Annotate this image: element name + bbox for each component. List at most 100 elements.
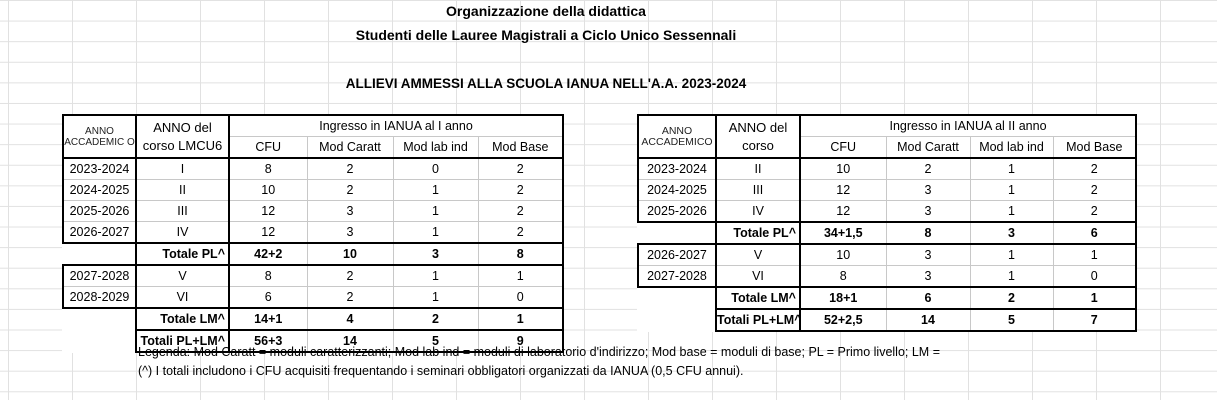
- table-row: 2026-2027 V 10 3 1 1: [637, 243, 1138, 266]
- caratt-cell: 2: [306, 286, 394, 309]
- caratt-cell: 2: [306, 264, 394, 287]
- cfu-cell: 6: [228, 286, 308, 309]
- table-row: 2027-2028 V 8 2 1 1: [62, 264, 564, 287]
- header-year: ANNO ACCADEMIC O: [62, 114, 137, 159]
- caratt-cell: 2: [306, 157, 394, 180]
- main-title: Organizzazione della didattica: [446, 3, 646, 19]
- total-label: Totale LM^: [715, 286, 801, 310]
- table-row: 2025-2026 IV 12 3 1 2: [637, 200, 1138, 223]
- table-row: 2025-2026 III 12 3 1 2: [62, 200, 564, 222]
- base-cell: 1: [477, 264, 564, 287]
- total-lm-row: Totale LM^ 14+1 4 2 1: [63, 307, 564, 331]
- col-lab: Mod lab ind: [392, 136, 479, 159]
- course-cell: IV: [715, 200, 801, 223]
- col-cfu: CFU: [799, 136, 887, 159]
- lab-cell: 1: [392, 286, 479, 309]
- header-group: Ingresso in IANUA al II anno: [798, 114, 1138, 137]
- table-row: 2024-2025 III 12 3 1 2: [637, 179, 1138, 201]
- base-cell: 0: [477, 286, 564, 309]
- total-cfu: 18+1: [799, 286, 887, 310]
- header-year: ANNO ACCADEMICO: [637, 114, 717, 159]
- year-cell: 2023-2024: [637, 157, 717, 180]
- total-all-row: Totali PL+LM^ 52+2,5 14 5 7: [638, 308, 1138, 332]
- total-lm-row: Totale LM^ 18+1 6 2 1: [638, 286, 1138, 310]
- caratt-cell: 2: [885, 157, 971, 180]
- total-label: Totale PL^: [715, 221, 801, 245]
- header-course: ANNO del corso: [715, 114, 801, 159]
- total-caratt: 14: [306, 329, 394, 353]
- total-caratt: 4: [306, 307, 394, 331]
- lab-cell: 0: [392, 157, 479, 180]
- table-row: 2027-2028 VI 8 3 1 0: [637, 265, 1138, 288]
- table-row: 2028-2029 VI 6 2 1 0: [62, 286, 564, 309]
- header-group: Ingresso in IANUA al I anno: [228, 114, 564, 137]
- year-cell: 2024-2025: [637, 179, 717, 201]
- base-cell: 2: [1052, 157, 1138, 180]
- cfu-cell: 12: [799, 200, 887, 223]
- total-lab: 5: [969, 308, 1054, 332]
- col-caratt: Mod Caratt: [885, 136, 971, 159]
- year-cell: 2027-2028: [637, 265, 717, 288]
- left-table: ANNO ACCADEMIC O ANNO del corso LMCU6 In…: [62, 114, 564, 353]
- base-cell: 2: [1052, 200, 1138, 223]
- total-label: Totale PL^: [135, 242, 230, 266]
- total-base: 9: [477, 329, 564, 353]
- section-title: ALLIEVI AMMESSI ALLA SCUOLA IANUA NELL'A…: [345, 76, 747, 91]
- course-cell: VI: [135, 286, 230, 309]
- total-label: Totali PL+LM^: [715, 308, 801, 332]
- year-cell: 2026-2027: [637, 243, 717, 266]
- total-base: 1: [477, 307, 564, 331]
- total-cfu: 34+1,5: [799, 221, 887, 245]
- total-pl-row: Totale PL^ 42+2 10 3 8: [63, 242, 564, 266]
- caratt-cell: 3: [885, 265, 971, 288]
- caratt-cell: 3: [306, 200, 394, 222]
- cfu-cell: 8: [228, 264, 308, 287]
- total-label: Totali PL+LM^: [135, 329, 230, 353]
- caratt-cell: 3: [885, 179, 971, 201]
- lab-cell: 1: [392, 179, 479, 201]
- lab-cell: 1: [969, 157, 1054, 180]
- total-lab: 2: [392, 307, 479, 331]
- total-lab: 3: [392, 242, 479, 266]
- col-base: Mod Base: [477, 136, 564, 159]
- year-cell: 2026-2027: [62, 221, 137, 244]
- year-cell: 2027-2028: [62, 264, 137, 287]
- base-cell: 2: [1052, 179, 1138, 201]
- course-cell: II: [715, 157, 801, 180]
- base-cell: 2: [477, 157, 564, 180]
- year-cell: 2025-2026: [62, 200, 137, 222]
- total-caratt: 14: [885, 308, 971, 332]
- col-cfu: CFU: [228, 136, 308, 159]
- right-table: ANNO ACCADEMICO ANNO del corso Ingresso …: [637, 114, 1138, 332]
- cfu-cell: 10: [799, 157, 887, 180]
- lab-cell: 1: [969, 265, 1054, 288]
- lab-cell: 1: [392, 264, 479, 287]
- course-cell: II: [135, 179, 230, 201]
- total-cfu: 52+2,5: [799, 308, 887, 332]
- total-pl-row: Totale PL^ 34+1,5 8 3 6: [638, 221, 1138, 245]
- lab-cell: 1: [392, 221, 479, 244]
- cfu-cell: 12: [228, 200, 308, 222]
- total-cfu: 56+3: [228, 329, 308, 353]
- total-base: 7: [1052, 308, 1138, 332]
- table-row: 2023-2024 II 10 2 1 2: [637, 157, 1138, 180]
- total-cfu: 42+2: [228, 242, 308, 266]
- total-lab: 2: [969, 286, 1054, 310]
- year-cell: 2025-2026: [637, 200, 717, 223]
- course-cell: III: [715, 179, 801, 201]
- total-caratt: 6: [885, 286, 971, 310]
- cfu-cell: 8: [228, 157, 308, 180]
- base-cell: 1: [1052, 243, 1138, 266]
- cfu-cell: 10: [799, 243, 887, 266]
- table-row: 2023-2024 I 8 2 0 2: [62, 157, 564, 180]
- legend-line-1: Legenda: Mod Caratt = moduli caratterizz…: [138, 345, 940, 359]
- year-cell: 2023-2024: [62, 157, 137, 180]
- total-all-row: Totali PL+LM^ 56+3 14 5 9: [63, 329, 564, 353]
- cfu-cell: 8: [799, 265, 887, 288]
- base-cell: 2: [477, 200, 564, 222]
- table-row: 2026-2027 IV 12 3 1 2: [62, 221, 564, 244]
- lab-cell: 1: [969, 243, 1054, 266]
- total-caratt: 8: [885, 221, 971, 245]
- year-cell: 2028-2029: [62, 286, 137, 309]
- sub-title: Studenti delle Lauree Magistrali a Ciclo…: [355, 27, 737, 43]
